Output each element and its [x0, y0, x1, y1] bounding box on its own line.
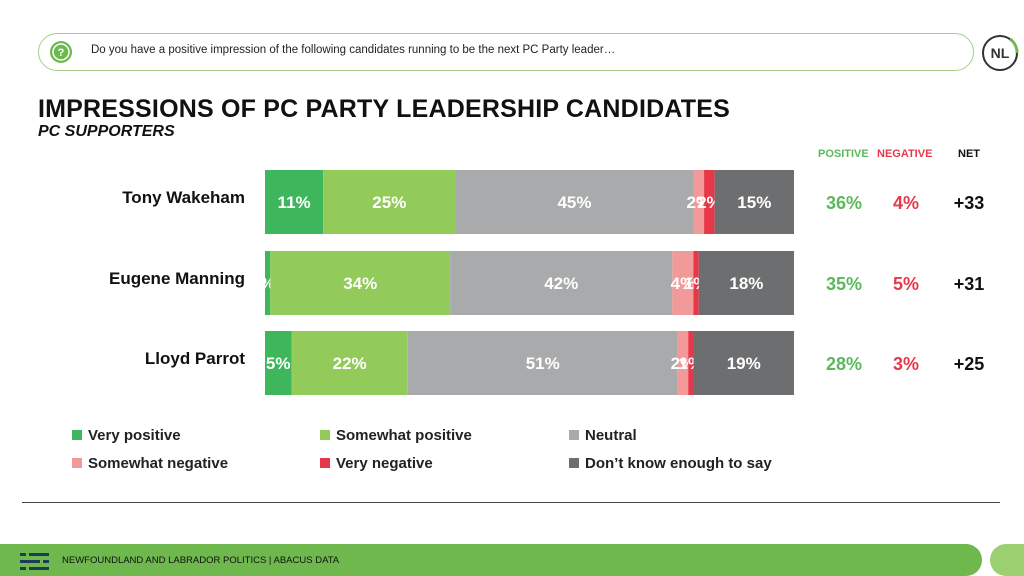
data-label: 45%: [557, 193, 591, 212]
legend-neutral: Neutral: [569, 427, 637, 444]
data-label: 51%: [526, 354, 560, 373]
bar-segment: [693, 331, 794, 395]
page-title: IMPRESSIONS OF PC PARTY LEADERSHIP CANDI…: [38, 95, 730, 123]
legend-label: Somewhat negative: [88, 455, 229, 472]
bar-segment: [698, 251, 794, 315]
data-label: 5%: [266, 354, 291, 373]
data-label: 15%: [737, 193, 771, 212]
net-value: +33: [954, 193, 985, 213]
bar-segment: [265, 170, 324, 234]
footer-bar: NEWFOUNDLAND AND LABRADOR POLITICS | ABA…: [0, 544, 982, 576]
stacked-bar-chart: Tony Wakeham 11% 25% 45% 2%2% 15% 36% 4% +33Euge…: [109, 170, 985, 395]
svg-text:?: ?: [58, 47, 65, 59]
net-value: +31: [954, 274, 985, 294]
data-label: 11%: [278, 193, 311, 212]
legend-swatch: [72, 430, 82, 440]
footer-text: NEWFOUNDLAND AND LABRADOR POLITICS | ABA…: [62, 555, 340, 566]
bar-segment: [455, 170, 694, 234]
question-banner: ? Do you have a positive impression of t…: [38, 33, 974, 71]
bar-segment: [291, 331, 408, 395]
bar-segment: [265, 251, 271, 315]
positive-value: 28%: [826, 354, 862, 374]
data-label: 34%: [343, 274, 377, 293]
negative-header: NEGATIVE: [877, 148, 933, 160]
category-label: Lloyd Parrot: [145, 349, 245, 368]
bar-segment: [672, 251, 694, 315]
positive-value: 36%: [826, 193, 862, 213]
positive-value: 35%: [826, 274, 862, 294]
legend-label: Very negative: [336, 455, 433, 472]
abacus-logo-icon: [20, 553, 49, 570]
legend-dont-know: Don’t know enough to say: [569, 455, 772, 472]
bar-segment: [323, 170, 456, 234]
data-label: 18%: [729, 274, 763, 293]
legend-swatch: [569, 430, 579, 440]
nl-logo: NL: [982, 35, 1019, 71]
data-label: 4%: [671, 274, 696, 293]
bar-segment: [704, 170, 715, 234]
legend-very-negative: Very negative: [320, 455, 433, 472]
legend-swatch: [72, 458, 82, 468]
category-label: Tony Wakeham: [122, 188, 245, 207]
footer-accent: [990, 544, 1024, 576]
legend-swatch: [320, 430, 330, 440]
bar-segment: [693, 170, 705, 234]
net-header: NET: [958, 148, 980, 160]
negative-value: 4%: [893, 193, 919, 213]
legend-label: Don’t know enough to say: [585, 455, 772, 472]
category-label: Eugene Manning: [109, 269, 245, 288]
bar-segment: [450, 251, 673, 315]
data-label: 42%: [544, 274, 578, 293]
legend-swatch: [569, 458, 579, 468]
bar-segment: [270, 251, 451, 315]
bar-segment: [688, 331, 694, 395]
page-subtitle: PC SUPPORTERS: [38, 123, 175, 140]
legend-swatch: [320, 458, 330, 468]
bar-segment: [714, 170, 794, 234]
data-label: 25%: [372, 193, 406, 212]
bar-segment: [693, 251, 699, 315]
legend-very-positive: Very positive: [72, 427, 181, 444]
data-label: 19%: [727, 354, 761, 373]
bar-segment: [265, 331, 292, 395]
negative-value: 3%: [893, 354, 919, 374]
divider-line: [22, 502, 1000, 503]
question-text: Do you have a positive impression of the…: [91, 44, 616, 56]
bar-segment: [677, 331, 689, 395]
legend-label: Somewhat positive: [336, 427, 472, 444]
net-value: +25: [954, 354, 985, 374]
question-mark-icon: ?: [50, 41, 72, 63]
data-label: 22%: [333, 354, 367, 373]
positive-header: POSITIVE: [818, 148, 869, 160]
bar-segment: [407, 331, 678, 395]
negative-value: 5%: [893, 274, 919, 294]
legend-label: Very positive: [88, 427, 181, 444]
logo-text: NL: [991, 45, 1010, 61]
legend-somewhat-positive: Somewhat positive: [320, 427, 472, 444]
legend-label: Neutral: [585, 427, 637, 444]
legend-somewhat-negative: Somewhat negative: [72, 455, 228, 472]
